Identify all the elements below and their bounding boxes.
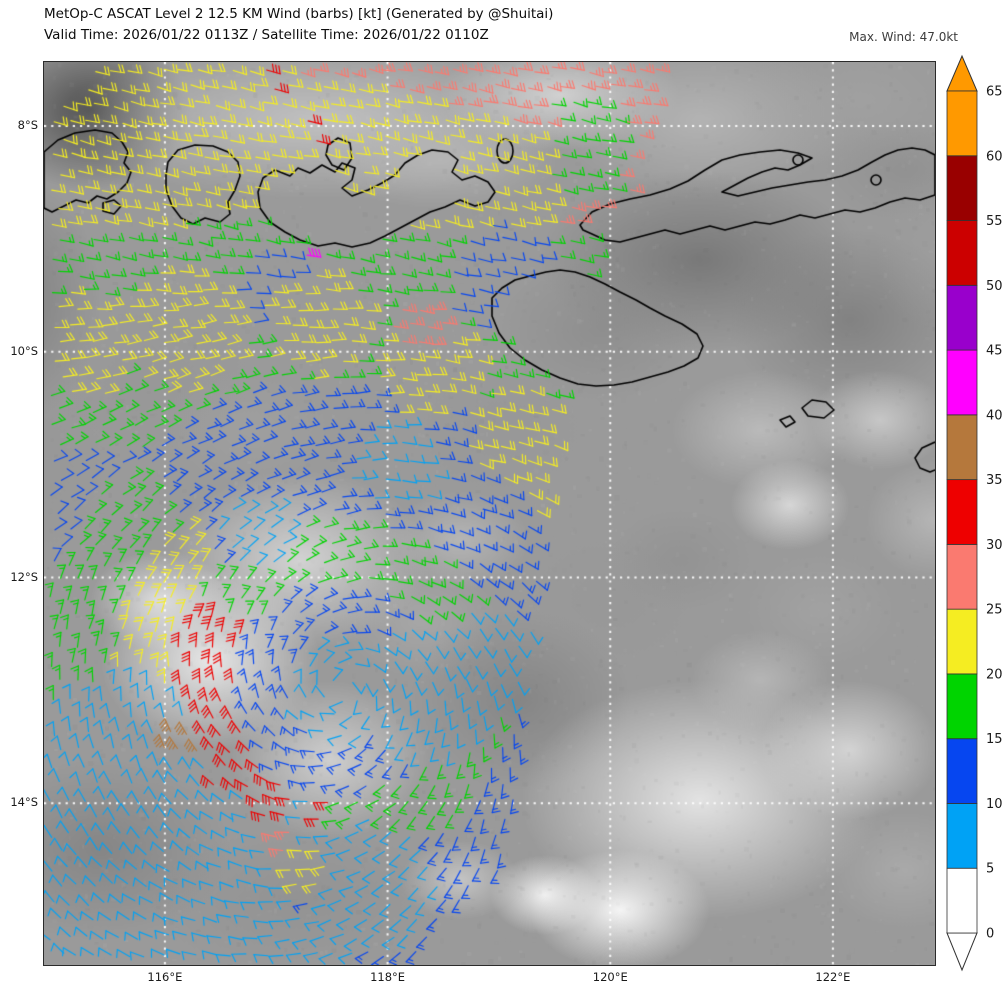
colorbar-tick-label: 40 — [986, 408, 1003, 423]
colorbar-tick-label: 10 — [986, 797, 1003, 812]
lon-tick-label: 116°E — [147, 970, 183, 984]
colorbar-tick-label: 0 — [986, 927, 994, 942]
lat-tick-label: 14°S — [10, 795, 38, 810]
satellite-wind-map — [44, 62, 935, 965]
colorbar-segment — [946, 479, 978, 545]
page-title: MetOp-C ASCAT Level 2 12.5 KM Wind (barb… — [44, 6, 554, 22]
colorbar-tick-label: 50 — [986, 279, 1003, 294]
colorbar-under-arrow — [946, 932, 978, 972]
lat-tick-label: 8°S — [17, 118, 38, 132]
colorbar-segment — [946, 349, 978, 416]
colorbar-segment — [946, 543, 978, 610]
max-wind-label: Max. Wind: 47.0kt — [849, 30, 958, 44]
lon-tick-label: 120°E — [592, 970, 628, 984]
colorbar-segment — [946, 803, 978, 869]
lat-tick-label: 12°S — [10, 569, 38, 584]
colorbar-tick-label: 55 — [986, 214, 1003, 229]
colorbar-segment — [946, 867, 978, 934]
colorbar-segment — [946, 673, 978, 740]
colorbar-segment — [946, 220, 978, 286]
colorbar-tick-label: 30 — [986, 538, 1003, 553]
lat-tick-label: 10°S — [10, 343, 38, 358]
colorbar-segment — [946, 608, 978, 675]
colorbar-tick-label: 20 — [986, 667, 1003, 682]
colorbar-over-arrow — [946, 54, 978, 92]
colorbar-tick-label: 25 — [986, 603, 1003, 618]
colorbar-segment — [946, 90, 978, 157]
wind-speed-colorbar: 0 5 10 15 20 25 30 35 40 45 50 55 60 65 — [946, 54, 1003, 972]
colorbar-tick-label: 60 — [986, 149, 1003, 164]
colorbar-segment — [946, 284, 978, 351]
colorbar-segment — [946, 414, 978, 481]
colorbar-segment — [946, 738, 978, 804]
lon-tick-label: 118°E — [370, 970, 406, 984]
colorbar-tick-label: 15 — [986, 732, 1003, 747]
lon-tick-label: 122°E — [815, 970, 851, 984]
colorbar-segment — [946, 155, 978, 221]
valid-time-subtitle: Valid Time: 2026/01/22 0113Z / Satellite… — [44, 27, 489, 43]
colorbar-tick-label: 45 — [986, 344, 1003, 359]
colorbar-tick-label: 65 — [986, 85, 1003, 100]
map-axes — [43, 61, 936, 966]
colorbar-tick-label: 35 — [986, 473, 1003, 488]
colorbar-tick-label: 5 — [986, 862, 994, 877]
